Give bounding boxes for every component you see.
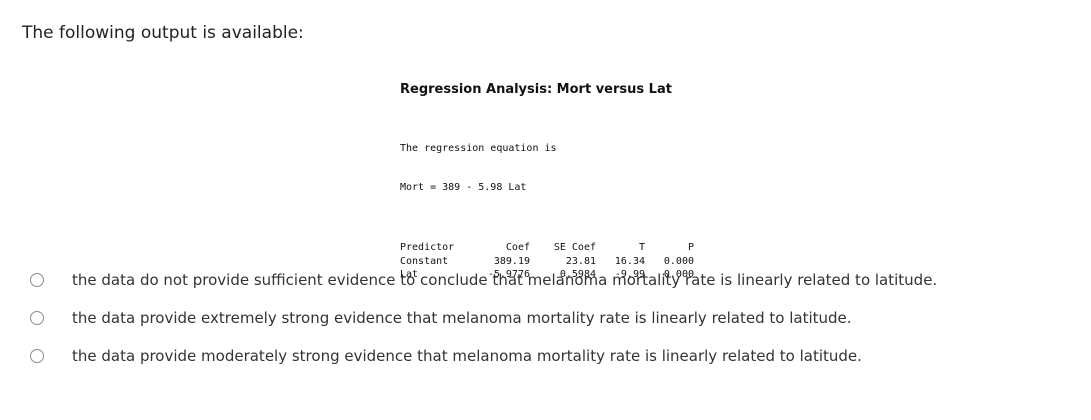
regression-equation: Mort = 389 - 5.98 Lat xyxy=(400,182,527,193)
cell-predictor: Lat xyxy=(400,269,419,280)
cell-p: 0.000 xyxy=(663,269,694,280)
option-label[interactable]: the data provide moderately strong evide… xyxy=(72,347,862,365)
cell-t: 16.34 xyxy=(614,255,645,267)
option-label[interactable]: the data do not provide sufficient evide… xyxy=(72,271,938,289)
regression-equation-block: The regression equation is Mort = 389 - … xyxy=(400,116,730,220)
cell-se-coef: 0.5984 xyxy=(559,269,596,280)
output-title: Regression Analysis: Mort versus Lat xyxy=(400,82,672,97)
table-row: Constant 389.19 23.81 16.34 0.000 xyxy=(400,255,694,269)
cell-coef: 389.19 xyxy=(493,255,530,267)
answer-option-3[interactable]: the data provide moderately strong evide… xyxy=(30,345,862,367)
header-coef: Coef xyxy=(505,242,530,253)
header-predictor: Predictor xyxy=(400,242,455,253)
table-row: Lat -5.9776 0.5984 -9.99 0.000 xyxy=(400,268,694,282)
header-t: T xyxy=(638,242,645,253)
question-prompt: The following output is available: xyxy=(22,23,304,43)
radio-button[interactable] xyxy=(30,311,44,325)
regression-output: Regression Analysis: Mort versus Lat The… xyxy=(400,82,730,282)
cell-p: 0.000 xyxy=(663,255,694,267)
equation-header: The regression equation is xyxy=(400,143,557,154)
cell-t: -9.99 xyxy=(614,269,645,280)
cell-coef: -5.9776 xyxy=(487,269,530,280)
radio-button[interactable] xyxy=(30,349,44,363)
cell-predictor: Constant xyxy=(400,255,449,267)
table-header-row: Predictor Coef SE Coef T P xyxy=(400,241,694,255)
answer-option-2[interactable]: the data provide extremely strong eviden… xyxy=(30,307,852,329)
header-p: P xyxy=(687,242,694,253)
cell-se-coef: 23.81 xyxy=(565,255,596,267)
answer-option-1[interactable]: the data do not provide sufficient evide… xyxy=(30,269,937,291)
coefficient-table: Predictor Coef SE Coef T P Constant 389.… xyxy=(400,241,694,282)
radio-button[interactable] xyxy=(30,273,44,287)
header-se-coef: SE Coef xyxy=(553,242,596,253)
option-label[interactable]: the data provide extremely strong eviden… xyxy=(72,309,852,327)
